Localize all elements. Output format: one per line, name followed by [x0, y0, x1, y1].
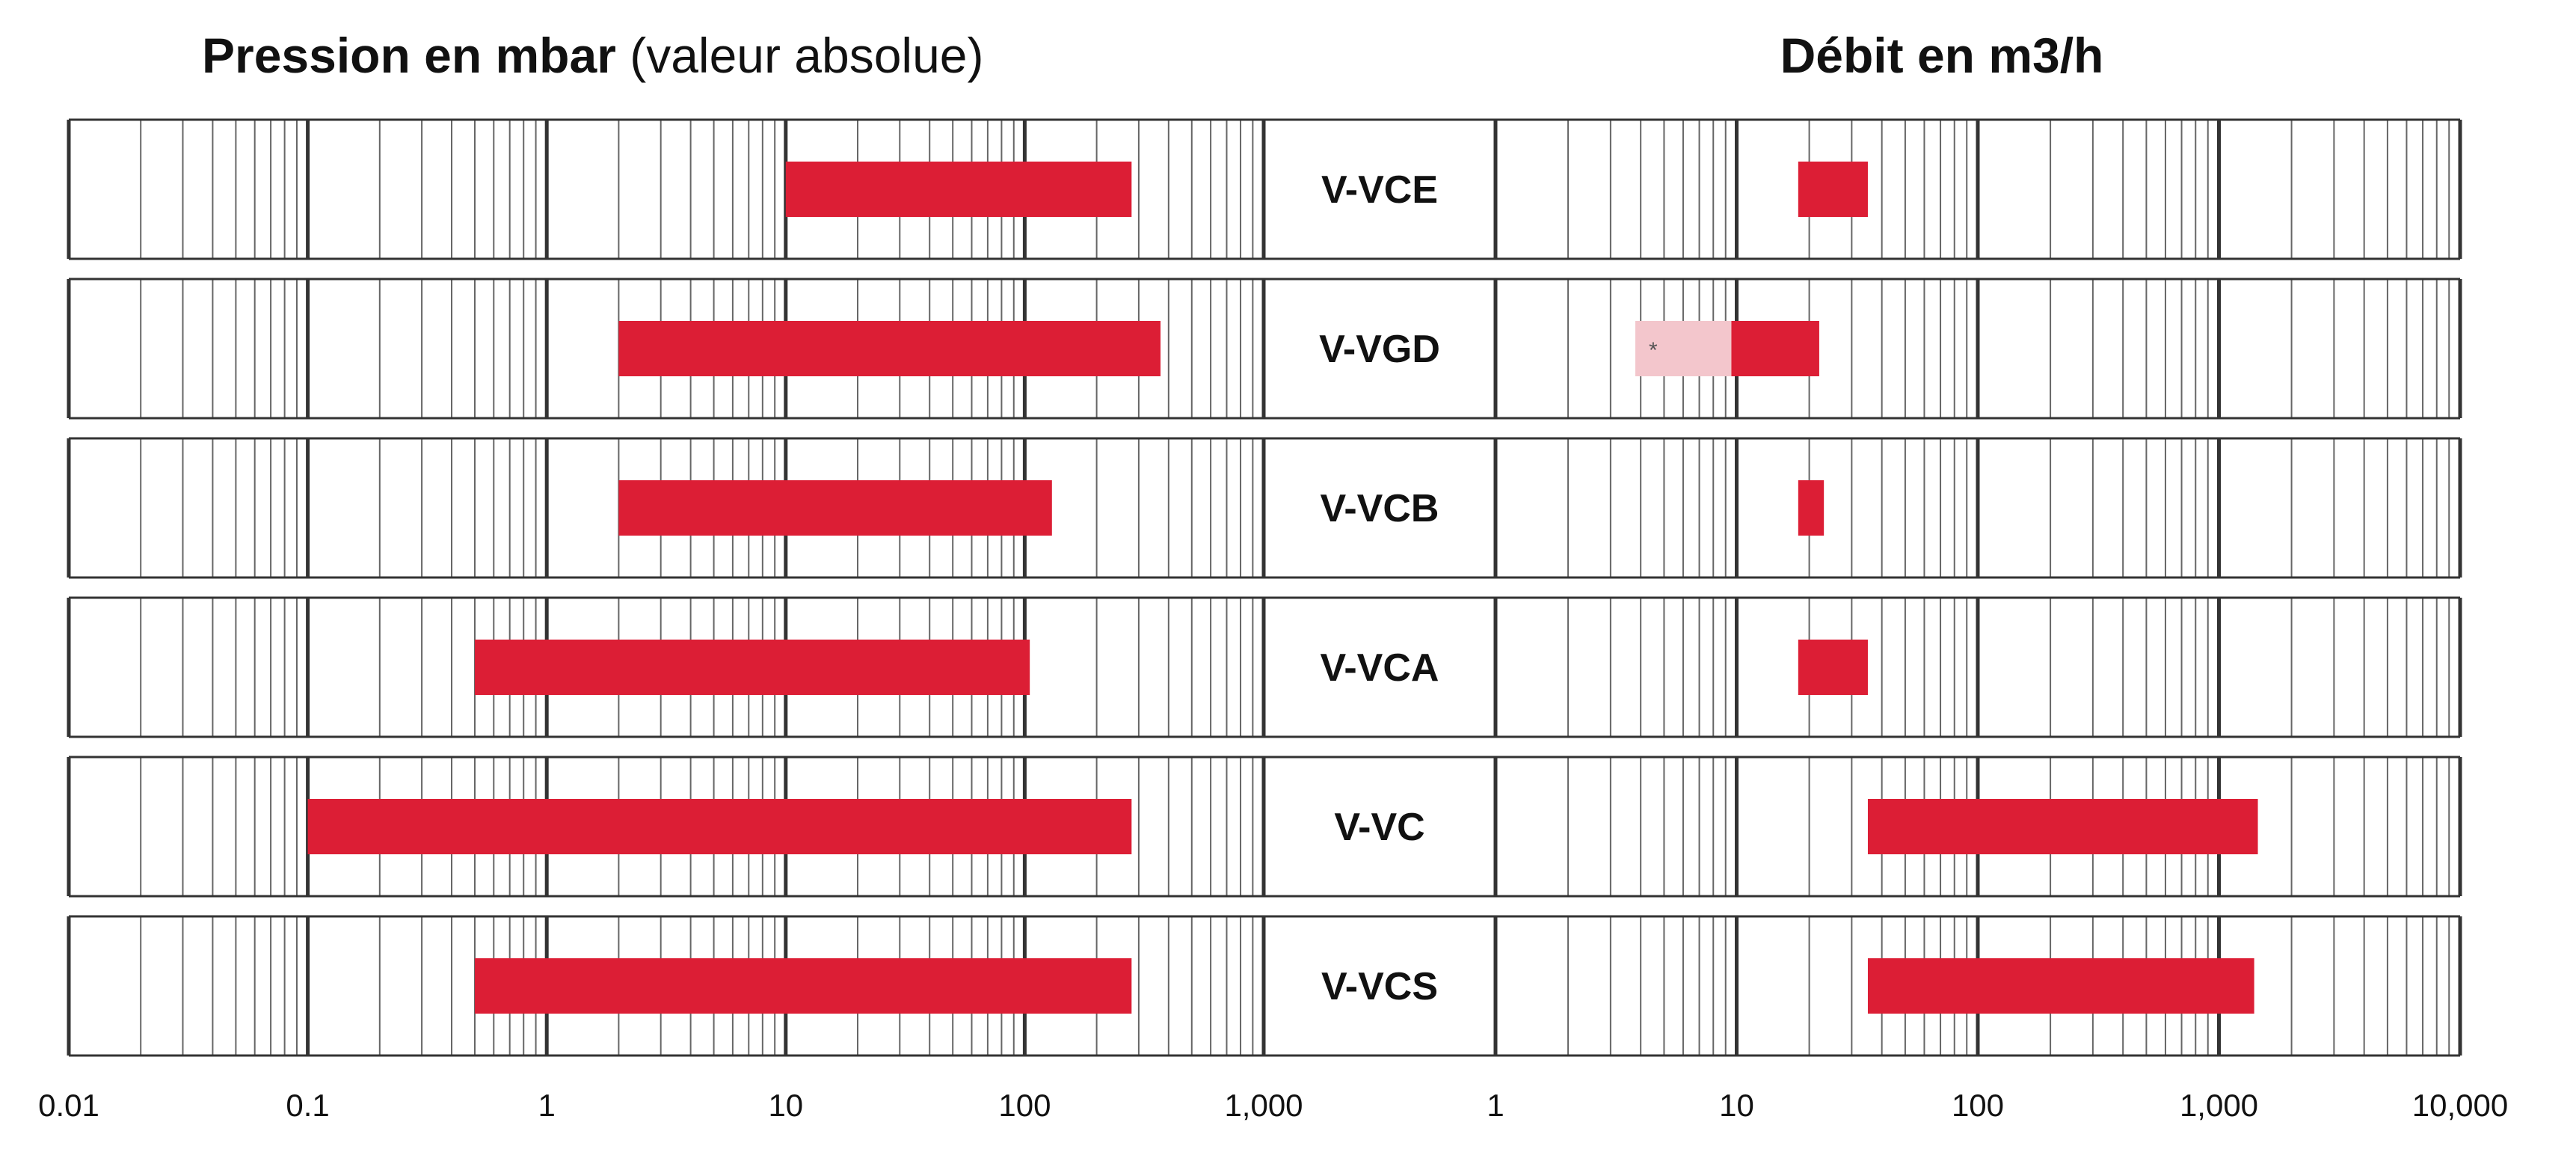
- label-cell: [1266, 759, 1493, 895]
- pressure-tick-label: 0.01: [38, 1088, 99, 1123]
- grid-layer: [67, 118, 2462, 1057]
- flow-bar-v-vcb: [1798, 480, 1825, 536]
- flow-bar-v-vgd: [1731, 321, 1819, 376]
- label-cell: [1266, 440, 1493, 576]
- category-label: V-VCB: [1321, 487, 1439, 530]
- pressure-tick-label: 10: [768, 1088, 803, 1123]
- flow-tick-label: 100: [1952, 1088, 2004, 1123]
- label-cell: [1266, 599, 1493, 735]
- flow-bar-v-vca: [1798, 640, 1868, 695]
- flow-tick-label: 1: [1487, 1088, 1504, 1123]
- pressure-bar-v-vcs: [474, 958, 1132, 1014]
- pressure-bar-v-vca: [474, 640, 1030, 695]
- flow-bar-v-vce: [1798, 162, 1868, 217]
- pressure-tick-label: 1,000: [1224, 1088, 1303, 1123]
- labels-layer: V-VCE V-VGD V-VCB V-VCA V-VC V-VCS 0.01 0.1 1 10 1…: [38, 168, 2508, 1123]
- pressure-bar-v-vce: [785, 162, 1132, 217]
- pressure-title-bold: Pression en mbar: [202, 28, 616, 83]
- pressure-tick-label: 1: [538, 1088, 556, 1123]
- flow-title: Débit en m3/h: [1780, 28, 2104, 83]
- pressure-tick-label: 0.1: [286, 1088, 329, 1123]
- pressure-bar-v-vgd: [618, 321, 1161, 376]
- flow-tick-label: 10: [1719, 1088, 1754, 1123]
- flow-tick-label: 10,000: [2412, 1088, 2508, 1123]
- category-label: V-VCA: [1321, 646, 1439, 690]
- extension-marker: *: [1649, 338, 1658, 363]
- pressure-bar-v-vc: [307, 799, 1132, 854]
- pressure-title-regular: (valeur absolue): [630, 28, 983, 83]
- pressure-tick-label: 100: [998, 1088, 1051, 1123]
- category-label: V-VC: [1334, 806, 1424, 849]
- pressure-title: Pression en mbar (valeur absolue): [202, 28, 983, 83]
- label-cell: [1266, 281, 1493, 417]
- flow-bar-extension: [1635, 321, 1732, 376]
- flow-tick-label: 1,000: [2180, 1088, 2258, 1123]
- flow-bar-v-vcs: [1867, 958, 2254, 1014]
- category-label: V-VCS: [1321, 965, 1438, 1008]
- bars-layer: *: [307, 162, 2258, 1014]
- pressure-bar-v-vcb: [618, 480, 1052, 536]
- flow-bar-v-vc: [1867, 799, 2258, 854]
- label-cell: [1266, 121, 1493, 257]
- category-label: V-VCE: [1321, 168, 1438, 212]
- label-cell: [1266, 918, 1493, 1054]
- category-label: V-VGD: [1319, 328, 1440, 371]
